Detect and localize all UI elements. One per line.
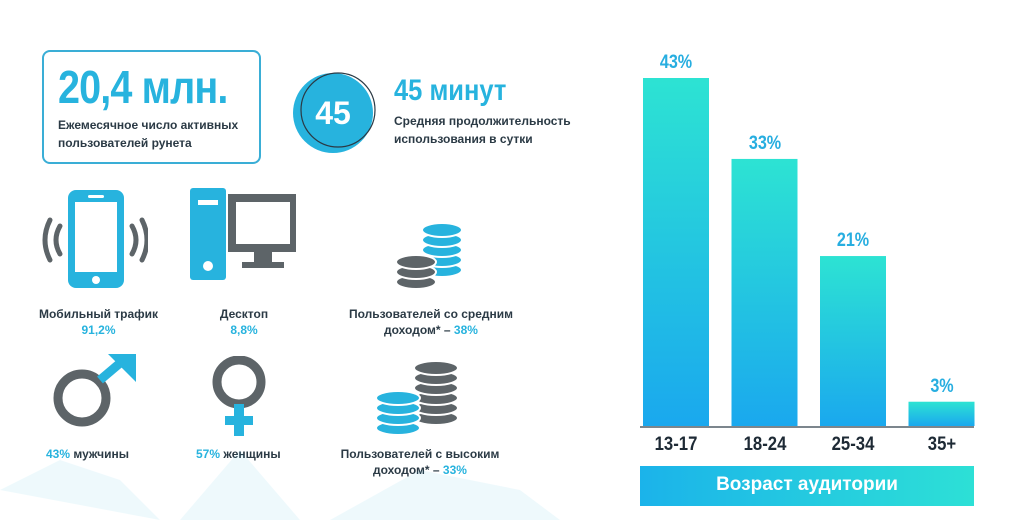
age-bar-chart: 43% 13-17 33% 18-24 21% 25-34 3% 35+ (643, 52, 975, 455)
minutes-title: 45 минут (394, 74, 507, 107)
x-tick-label: 25-34 (831, 434, 875, 455)
minutes-circle-number: 45 (315, 95, 351, 131)
users-count-value: 20,4 млн. (58, 61, 228, 113)
female-value: 57% (196, 447, 221, 461)
x-axis-title: Возраст аудитории (716, 474, 898, 495)
users-stat-card: 20,4 млн. Ежемесячное число активных пол… (42, 50, 261, 164)
bar-value-label: 21% (836, 230, 870, 252)
middle-income-label: Пользователей со средним доходом* – 38% (348, 307, 514, 337)
male-label: 43% мужчины (46, 447, 129, 461)
desktop-value: 8,8% (230, 323, 258, 337)
bar-13-17 (643, 78, 709, 426)
users-count-description: Ежемесячное число активных пользователей… (58, 118, 239, 150)
male-value: 43% (46, 447, 71, 461)
high-income-label: Пользователей с высоким доходом* – 33% (340, 447, 500, 477)
desktop-computer-icon (188, 186, 298, 291)
bar-value-label: 33% (748, 132, 781, 154)
bar-value-label: 3% (929, 375, 954, 397)
bar-25-34 (820, 256, 886, 426)
female-label: 57% женщины (196, 447, 281, 461)
x-axis-title-banner (640, 466, 974, 506)
mobile-phone-icon (42, 188, 150, 299)
x-axis-line (640, 426, 974, 428)
x-tick-label: 35+ (927, 434, 956, 455)
female-symbol-icon (204, 355, 274, 445)
minutes-circle-icon: 45 (290, 70, 376, 156)
x-tick-label: 18-24 (743, 434, 786, 455)
middle-income-value: 38% (453, 323, 478, 337)
high-income-value: 33% (442, 463, 467, 477)
desktop-label: Десктоп 8,8% (196, 306, 292, 338)
coins-high-icon (372, 358, 464, 443)
coins-middle-icon (394, 220, 466, 297)
age-bar-chart-plot (643, 78, 975, 426)
watermark (0, 430, 640, 520)
bar-18-24 (731, 158, 798, 426)
bar-value-label: 43% (659, 52, 693, 73)
mobile-traffic-label: Мобильный трафик 91,2% (36, 306, 161, 338)
minutes-description: Средняя продолжительность использования … (394, 114, 571, 146)
x-tick-label: 13-17 (654, 434, 698, 455)
male-symbol-icon (50, 352, 140, 437)
bar-35+ (908, 401, 975, 426)
mobile-traffic-value: 91,2% (81, 323, 116, 337)
